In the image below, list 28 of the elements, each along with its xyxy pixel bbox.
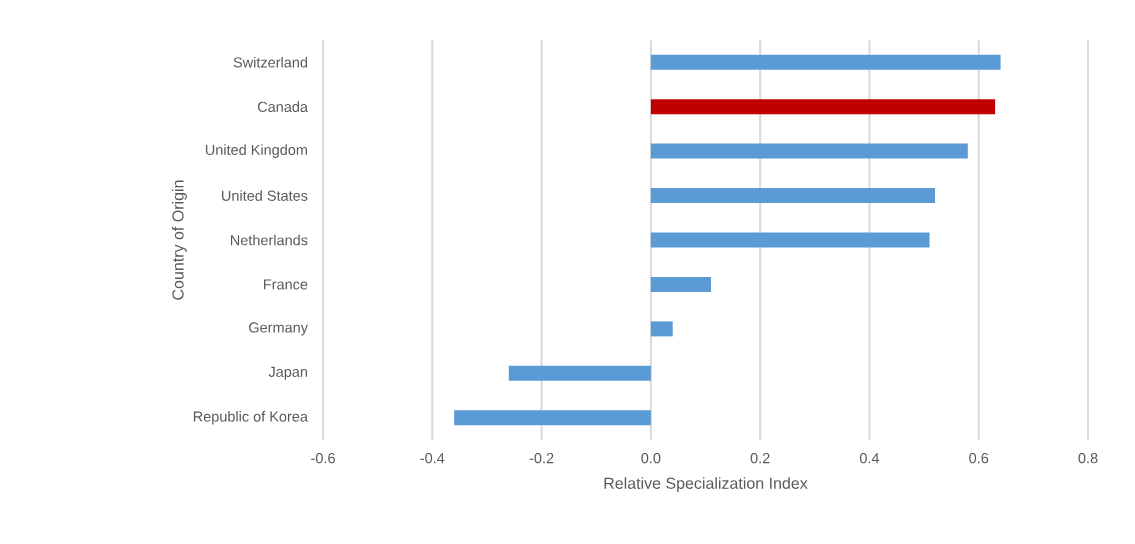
x-tick-label: 0.4 — [859, 453, 880, 464]
x-tick-label: -0.2 — [529, 453, 554, 464]
bar — [650, 232, 930, 248]
x-tick-label: 0.2 — [750, 453, 770, 464]
x-tick-label: 0.0 — [641, 453, 661, 464]
bar — [650, 143, 968, 159]
y-tick-label: Republic of Korea — [193, 411, 308, 425]
bar — [650, 188, 936, 204]
bar — [650, 321, 673, 337]
bar — [650, 276, 711, 292]
y-tick-label: Germany — [249, 322, 308, 336]
y-tick-label: Japan — [268, 366, 308, 380]
y-tick-label: Canada — [257, 101, 308, 112]
y-tick-label: United States — [222, 190, 308, 201]
y-tick-label: Netherlands — [230, 234, 308, 246]
y-tick-label: Switzerland — [233, 56, 308, 68]
x-tick-label: -0.6 — [311, 453, 335, 464]
bar — [508, 365, 651, 381]
y-tick-label: France — [264, 279, 308, 290]
x-tick-label: 0.6 — [969, 453, 989, 464]
x-axis-title: Relative Specialization Index — [604, 477, 808, 493]
x-tick-label: 0.8 — [1078, 453, 1098, 464]
y-tick-label: United Kingdom — [205, 144, 307, 158]
bar — [650, 99, 996, 115]
x-tick-label: -0.4 — [420, 453, 445, 464]
bar — [650, 54, 1001, 70]
bar — [454, 410, 651, 426]
y-axis-title: Country of Origin — [171, 180, 187, 300]
